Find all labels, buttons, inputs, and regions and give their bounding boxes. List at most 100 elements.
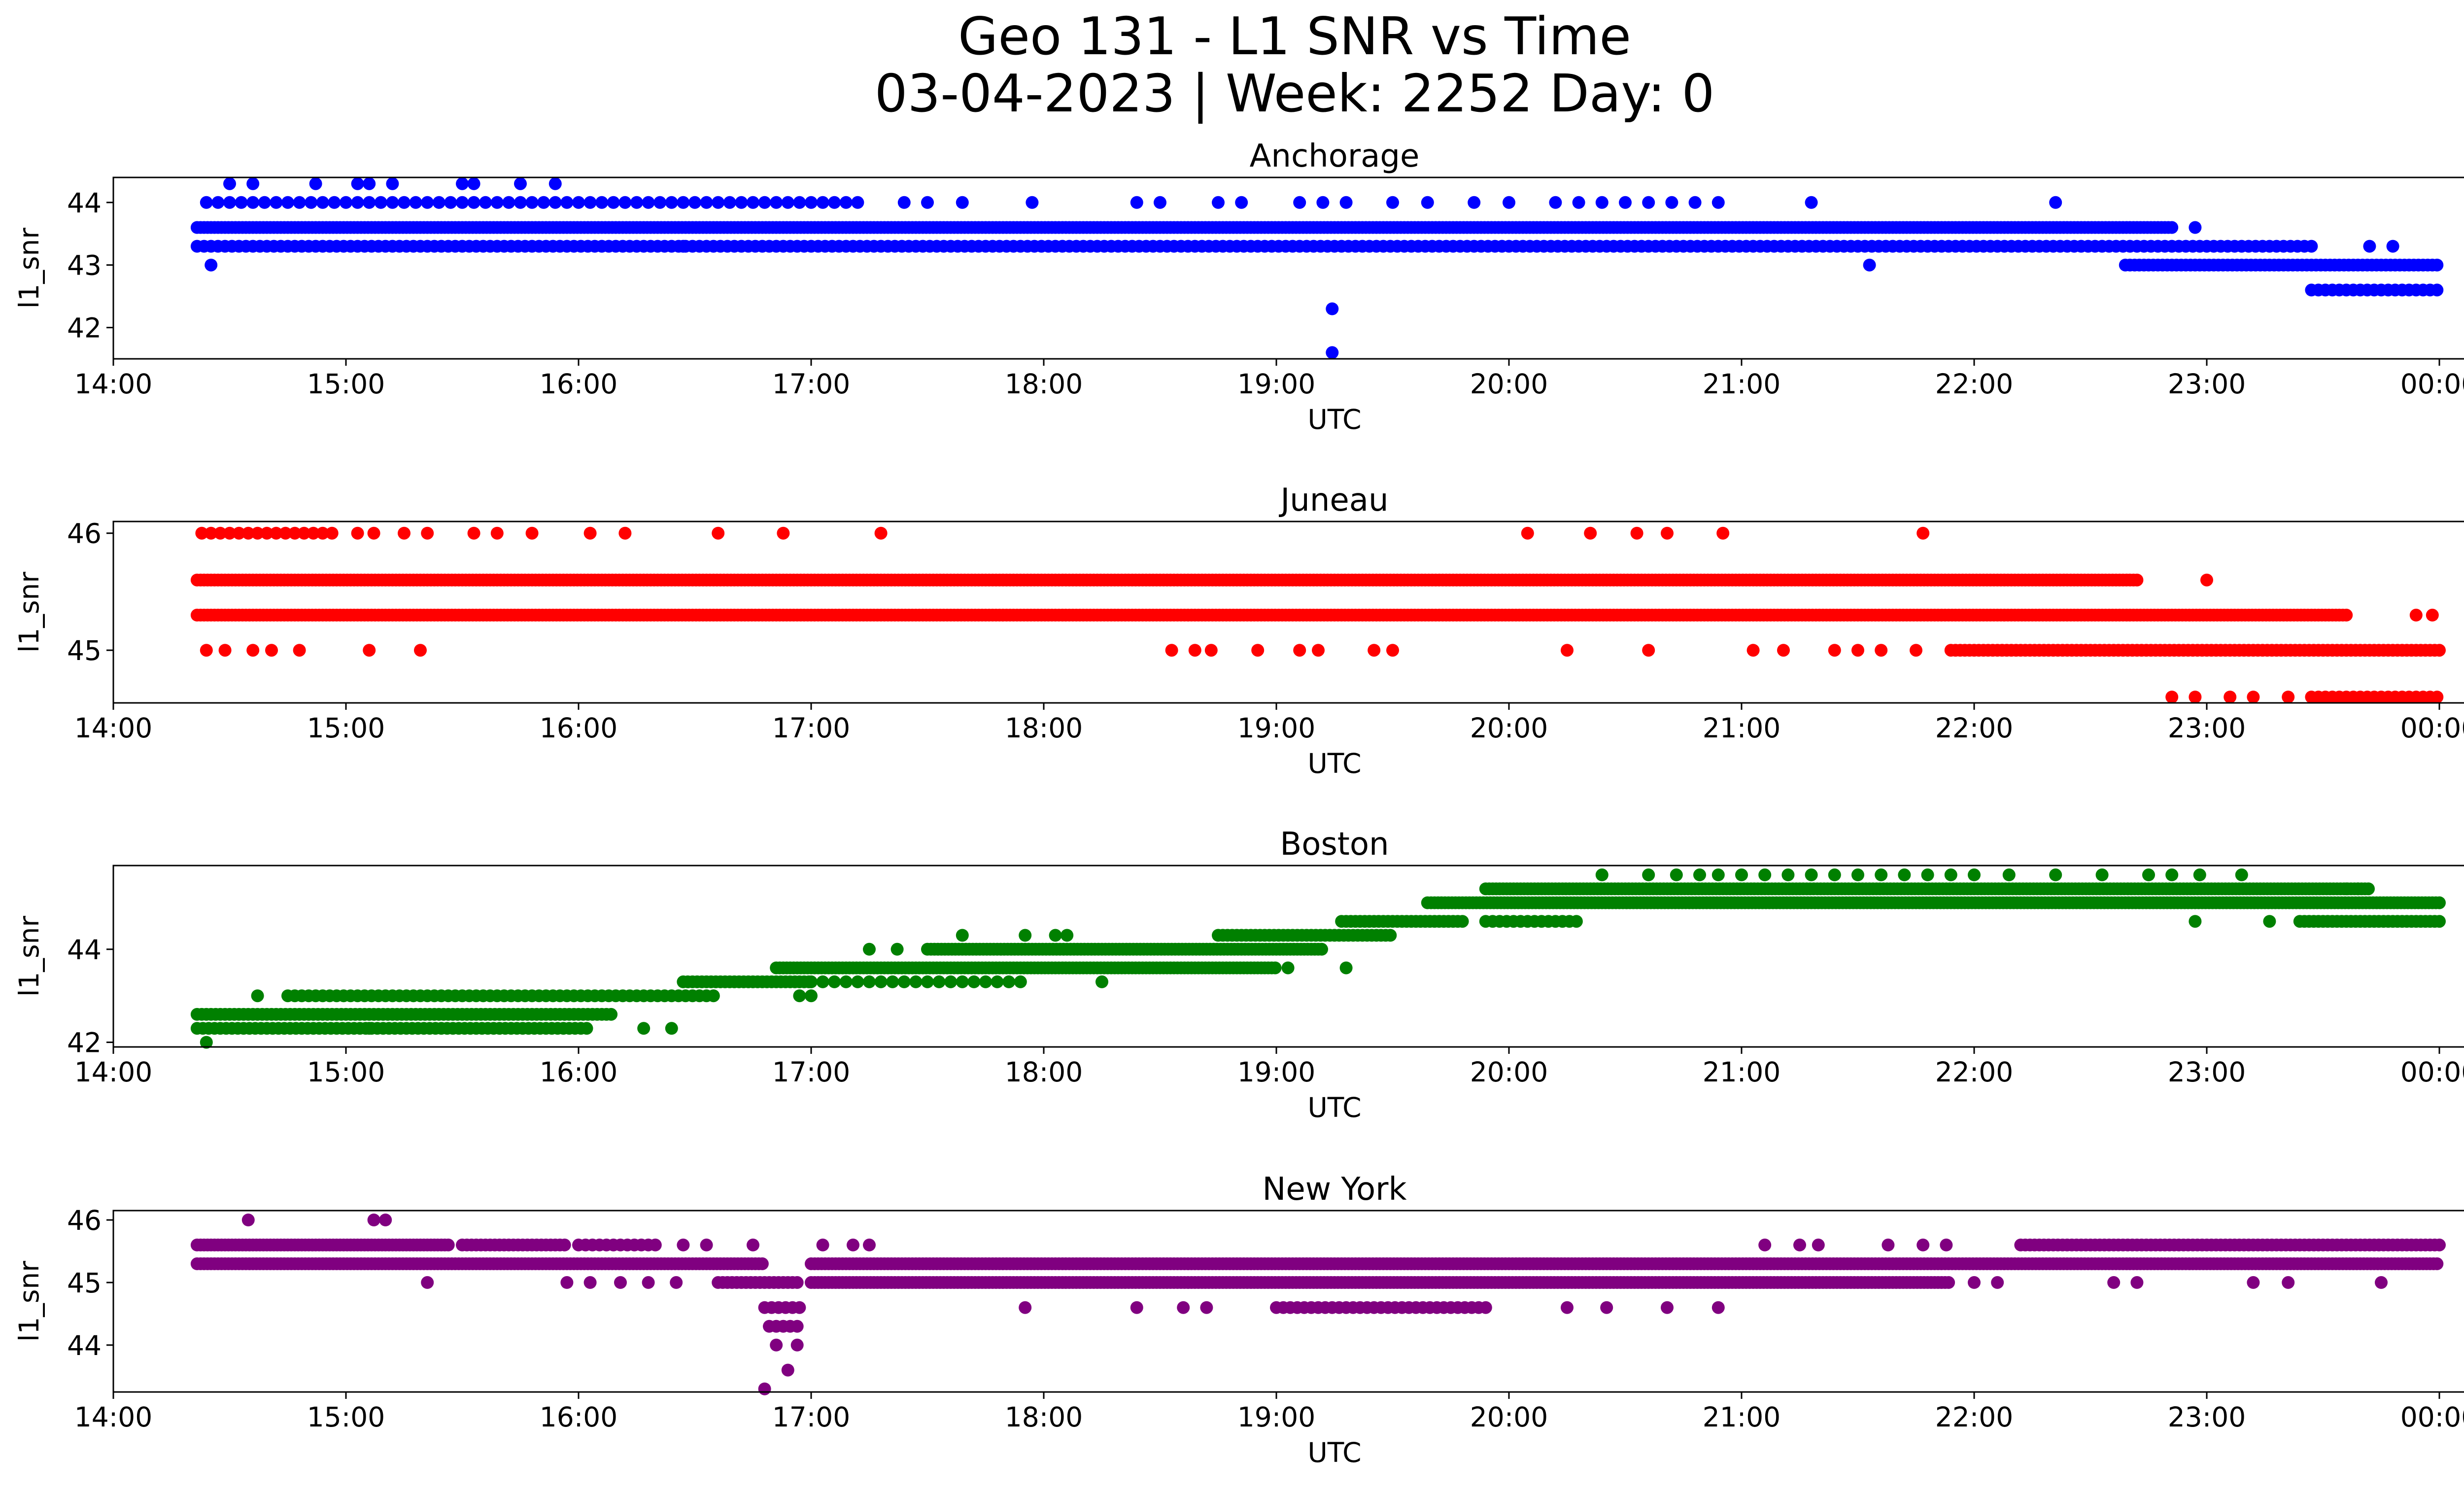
- data-point: [665, 1022, 678, 1035]
- data-point: [2235, 868, 2248, 881]
- data-point: [816, 975, 829, 988]
- data-point: [1019, 1301, 1032, 1314]
- data-point: [200, 644, 213, 657]
- data-point: [1386, 644, 1399, 657]
- data-point: [432, 196, 445, 209]
- data-point: [755, 1257, 769, 1270]
- data-point: [649, 1238, 662, 1252]
- data-point: [642, 196, 655, 209]
- data-point: [642, 1276, 655, 1289]
- data-point: [260, 526, 274, 540]
- data-point: [2409, 608, 2423, 622]
- x-tick-label: 15:00: [307, 712, 385, 744]
- x-tick-label: 20:00: [1470, 712, 1548, 744]
- data-point: [456, 177, 469, 190]
- data-point: [1335, 915, 1348, 928]
- data-point: [467, 196, 480, 209]
- data-point: [886, 975, 899, 988]
- x-tick-label: 17:00: [772, 1056, 851, 1088]
- data-point: [374, 196, 387, 209]
- data-point: [707, 989, 720, 1003]
- x-tick-label: 23:00: [2168, 712, 2246, 744]
- data-point: [874, 975, 888, 988]
- data-point: [293, 196, 306, 209]
- data-point: [1711, 1301, 1725, 1314]
- data-point: [805, 196, 818, 209]
- data-point: [1130, 196, 1143, 209]
- data-point: [1944, 868, 1957, 881]
- data-point: [1521, 526, 1534, 540]
- data-point: [442, 1238, 455, 1252]
- data-point: [2193, 868, 2206, 881]
- x-tick-label: 18:00: [1005, 368, 1083, 400]
- data-point: [2130, 573, 2144, 587]
- x-tick-label: 22:00: [1935, 368, 2014, 400]
- data-point: [1312, 644, 1325, 657]
- data-point: [1293, 644, 1306, 657]
- data-point: [1315, 942, 1328, 956]
- data-point: [363, 196, 376, 209]
- data-point: [712, 196, 725, 209]
- data-point: [467, 526, 480, 540]
- data-point: [2430, 258, 2444, 272]
- figure-title-line2: 03-04-2023 | Week: 2252 Day: 0: [875, 64, 1715, 124]
- data-point: [467, 177, 480, 190]
- x-tick-label: 16:00: [540, 1056, 618, 1088]
- data-point: [1910, 644, 1922, 657]
- x-tick-label: 19:00: [1237, 368, 1316, 400]
- data-point: [2049, 868, 2062, 881]
- data-point: [351, 526, 364, 540]
- subplot-title: New York: [1262, 1171, 1406, 1208]
- data-point: [956, 929, 969, 942]
- data-point: [1339, 196, 1353, 209]
- y-tick-label: 46: [67, 518, 102, 550]
- data-point: [2433, 896, 2446, 909]
- data-point: [2282, 691, 2295, 704]
- data-point: [1777, 644, 1790, 657]
- data-point: [223, 196, 236, 209]
- data-point: [2095, 868, 2109, 881]
- data-point: [1281, 961, 1295, 974]
- data-point: [351, 177, 364, 190]
- data-point: [909, 975, 923, 988]
- x-tick-label: 00:00: [2400, 712, 2464, 744]
- data-point: [548, 177, 562, 190]
- data-point: [2224, 691, 2237, 704]
- data-point: [712, 526, 725, 540]
- data-point: [548, 196, 562, 209]
- data-point: [839, 975, 853, 988]
- data-point: [1251, 644, 1265, 657]
- x-tick-label: 14:00: [74, 368, 153, 400]
- data-point: [1384, 929, 1397, 942]
- data-point: [1595, 868, 1608, 881]
- data-point: [409, 196, 422, 209]
- data-point: [560, 1276, 574, 1289]
- data-point: [2165, 868, 2179, 881]
- data-point: [665, 196, 678, 209]
- data-point: [1421, 196, 1434, 209]
- data-point: [979, 975, 992, 988]
- data-point: [816, 196, 829, 209]
- scatter-series: [190, 868, 2446, 1049]
- figure-title-line1: Geo 131 - L1 SNR vs Time: [958, 6, 1631, 67]
- data-point: [456, 196, 469, 209]
- data-point: [2189, 221, 2202, 234]
- subplot-title: Boston: [1280, 826, 1389, 863]
- x-tick-label: 20:00: [1470, 368, 1548, 400]
- data-point: [851, 975, 864, 988]
- axes-frame: [112, 521, 2464, 704]
- data-point: [479, 196, 492, 209]
- data-point: [583, 526, 597, 540]
- data-point: [1549, 196, 1562, 209]
- x-tick-label: 18:00: [1005, 1056, 1083, 1088]
- data-point: [270, 526, 283, 540]
- data-point: [316, 196, 329, 209]
- data-point: [1940, 1238, 1953, 1252]
- y-tick-label: 44: [67, 187, 102, 219]
- data-point: [967, 975, 981, 988]
- data-point: [618, 196, 632, 209]
- data-point: [288, 526, 302, 540]
- data-point: [1316, 196, 1330, 209]
- x-tick-label: 21:00: [1703, 368, 1781, 400]
- data-point: [700, 196, 713, 209]
